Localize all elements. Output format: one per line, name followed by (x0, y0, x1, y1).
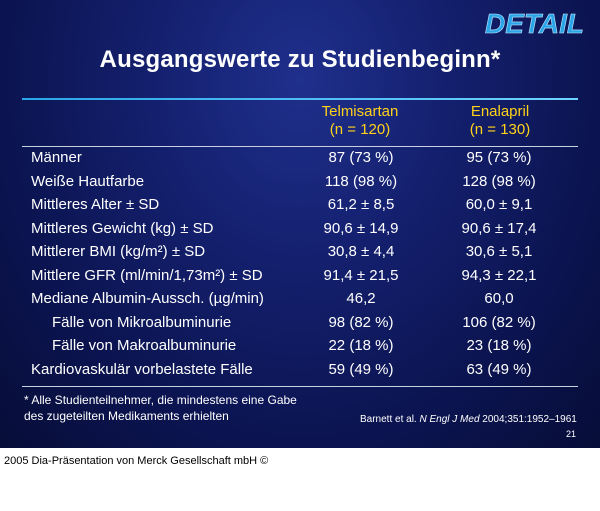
enalapril-value: 128 (98 %) (462, 172, 536, 190)
table-row: Weiße Hautfarbe 118 (98 %) 128 (98 %) (0, 171, 600, 195)
telmisartan-value: 59 (49 %) (328, 360, 394, 378)
row-label: Mittleres Gewicht (kg) ± SD (31, 219, 214, 237)
table-row: Mediane Albumin-Aussch. (µg/min) 46,2 60,0 (0, 288, 600, 312)
slide-title: Ausgangswerte zu Studienbeginn* (99, 46, 501, 73)
telmisartan-value: 118 (98 %) (324, 172, 398, 190)
telmisartan-value: 98 (82 %) (328, 313, 394, 331)
column-header-telmisartan: Telmisartan (n = 120) (300, 103, 420, 139)
telmisartan-value: 90,6 ± 14,9 (323, 219, 399, 237)
data-table: Männer 87 (73 %) 95 (73 %) Weiße Hautfarbe 1… (0, 147, 600, 382)
row-label: Fälle von Mikroalbuminurie (52, 313, 232, 331)
citation-authors: Barnett et al. (360, 414, 417, 425)
footnote: * Alle Studienteilnehmer, die mindestens… (24, 392, 297, 424)
top-divider (22, 98, 578, 100)
table-row: Männer 87 (73 %) 95 (73 %) (0, 147, 600, 171)
detail-logo: DETAIL (485, 8, 585, 40)
telmisartan-value: 30,8 ± 4,4 (327, 243, 395, 260)
enalapril-name: Enalapril (470, 103, 530, 120)
enalapril-value: 106 (82 %) (462, 313, 536, 331)
table-row: Mittlere GFR (ml/min/1,73m²) ± SD 91,4 ± … (0, 265, 600, 289)
header-divider (22, 146, 578, 147)
column-header-enalapril: Enalapril (n = 130) (440, 103, 560, 139)
enalapril-value: 94,3 ± 22,1 (461, 266, 537, 284)
telmisartan-value: 22 (18 %) (328, 337, 394, 354)
page-number: 21 (565, 429, 576, 439)
telmisartan-value: 46,2 (346, 290, 376, 307)
table-row: Mittleres Alter ± SD 61,2 ± 8,5 60,0 ± 9,1 (0, 194, 600, 218)
citation-ref: 2004;351:1952–1961 (482, 414, 577, 425)
footnote-line-2: des zugeteilten Medikaments erhielten (24, 409, 229, 423)
table-row: Mittleres Gewicht (kg) ± SD 90,6 ± 14,9 90… (0, 218, 600, 242)
enalapril-value: 60,0 ± 9,1 (465, 196, 533, 213)
bottom-divider (22, 386, 578, 387)
copyright-notice: 2005 Dia-Präsentation von Merck Gesellsc… (4, 455, 269, 467)
row-label: Mediane Albumin-Aussch. (µg/min) (31, 290, 264, 307)
row-label: Kardiovaskulär vorbelastete Fälle (31, 360, 253, 378)
enalapril-value: 90,6 ± 17,4 (461, 219, 537, 237)
citation: Barnett et al. N Engl J Med 2004;351:195… (360, 414, 577, 425)
enalapril-value: 23 (18 %) (466, 337, 532, 354)
table-row: Fälle von Mikroalbuminurie 98 (82 %) 106 (… (0, 312, 600, 336)
slide: DETAIL Ausgangswerte zu Studienbeginn* T… (0, 0, 600, 448)
enalapril-value: 95 (73 %) (466, 149, 532, 166)
table-row: Fälle von Makroalbuminurie 22 (18 %) 23 (1… (0, 335, 600, 359)
enalapril-value: 60,0 (484, 290, 514, 307)
footnote-line-1: * Alle Studienteilnehmer, die mindestens… (24, 393, 297, 407)
row-label: Männer (31, 149, 82, 166)
telmisartan-n: (n = 120) (329, 121, 391, 138)
logo-text: DETAIL (485, 8, 584, 39)
row-label: Fälle von Makroalbuminurie (52, 337, 237, 354)
row-label: Mittleres Alter ± SD (31, 196, 160, 213)
row-label: Mittlere GFR (ml/min/1,73m²) ± SD (31, 266, 263, 284)
telmisartan-name: Telmisartan (321, 103, 399, 120)
telmisartan-value: 91,4 ± 21,5 (323, 266, 399, 284)
table-row: Mittlerer BMI (kg/m²) ± SD 30,8 ± 4,4 30,6… (0, 241, 600, 265)
telmisartan-value: 61,2 ± 8,5 (327, 196, 395, 213)
table-row: Kardiovaskulär vorbelastete Fälle 59 (49 … (0, 359, 600, 383)
citation-journal: N Engl J Med (419, 414, 480, 425)
enalapril-value: 30,6 ± 5,1 (465, 243, 533, 260)
enalapril-n: (n = 130) (469, 121, 531, 138)
row-label: Mittlerer BMI (kg/m²) ± SD (31, 243, 206, 260)
enalapril-value: 63 (49 %) (466, 360, 532, 378)
telmisartan-value: 87 (73 %) (328, 149, 394, 166)
row-label: Weiße Hautfarbe (31, 172, 145, 190)
